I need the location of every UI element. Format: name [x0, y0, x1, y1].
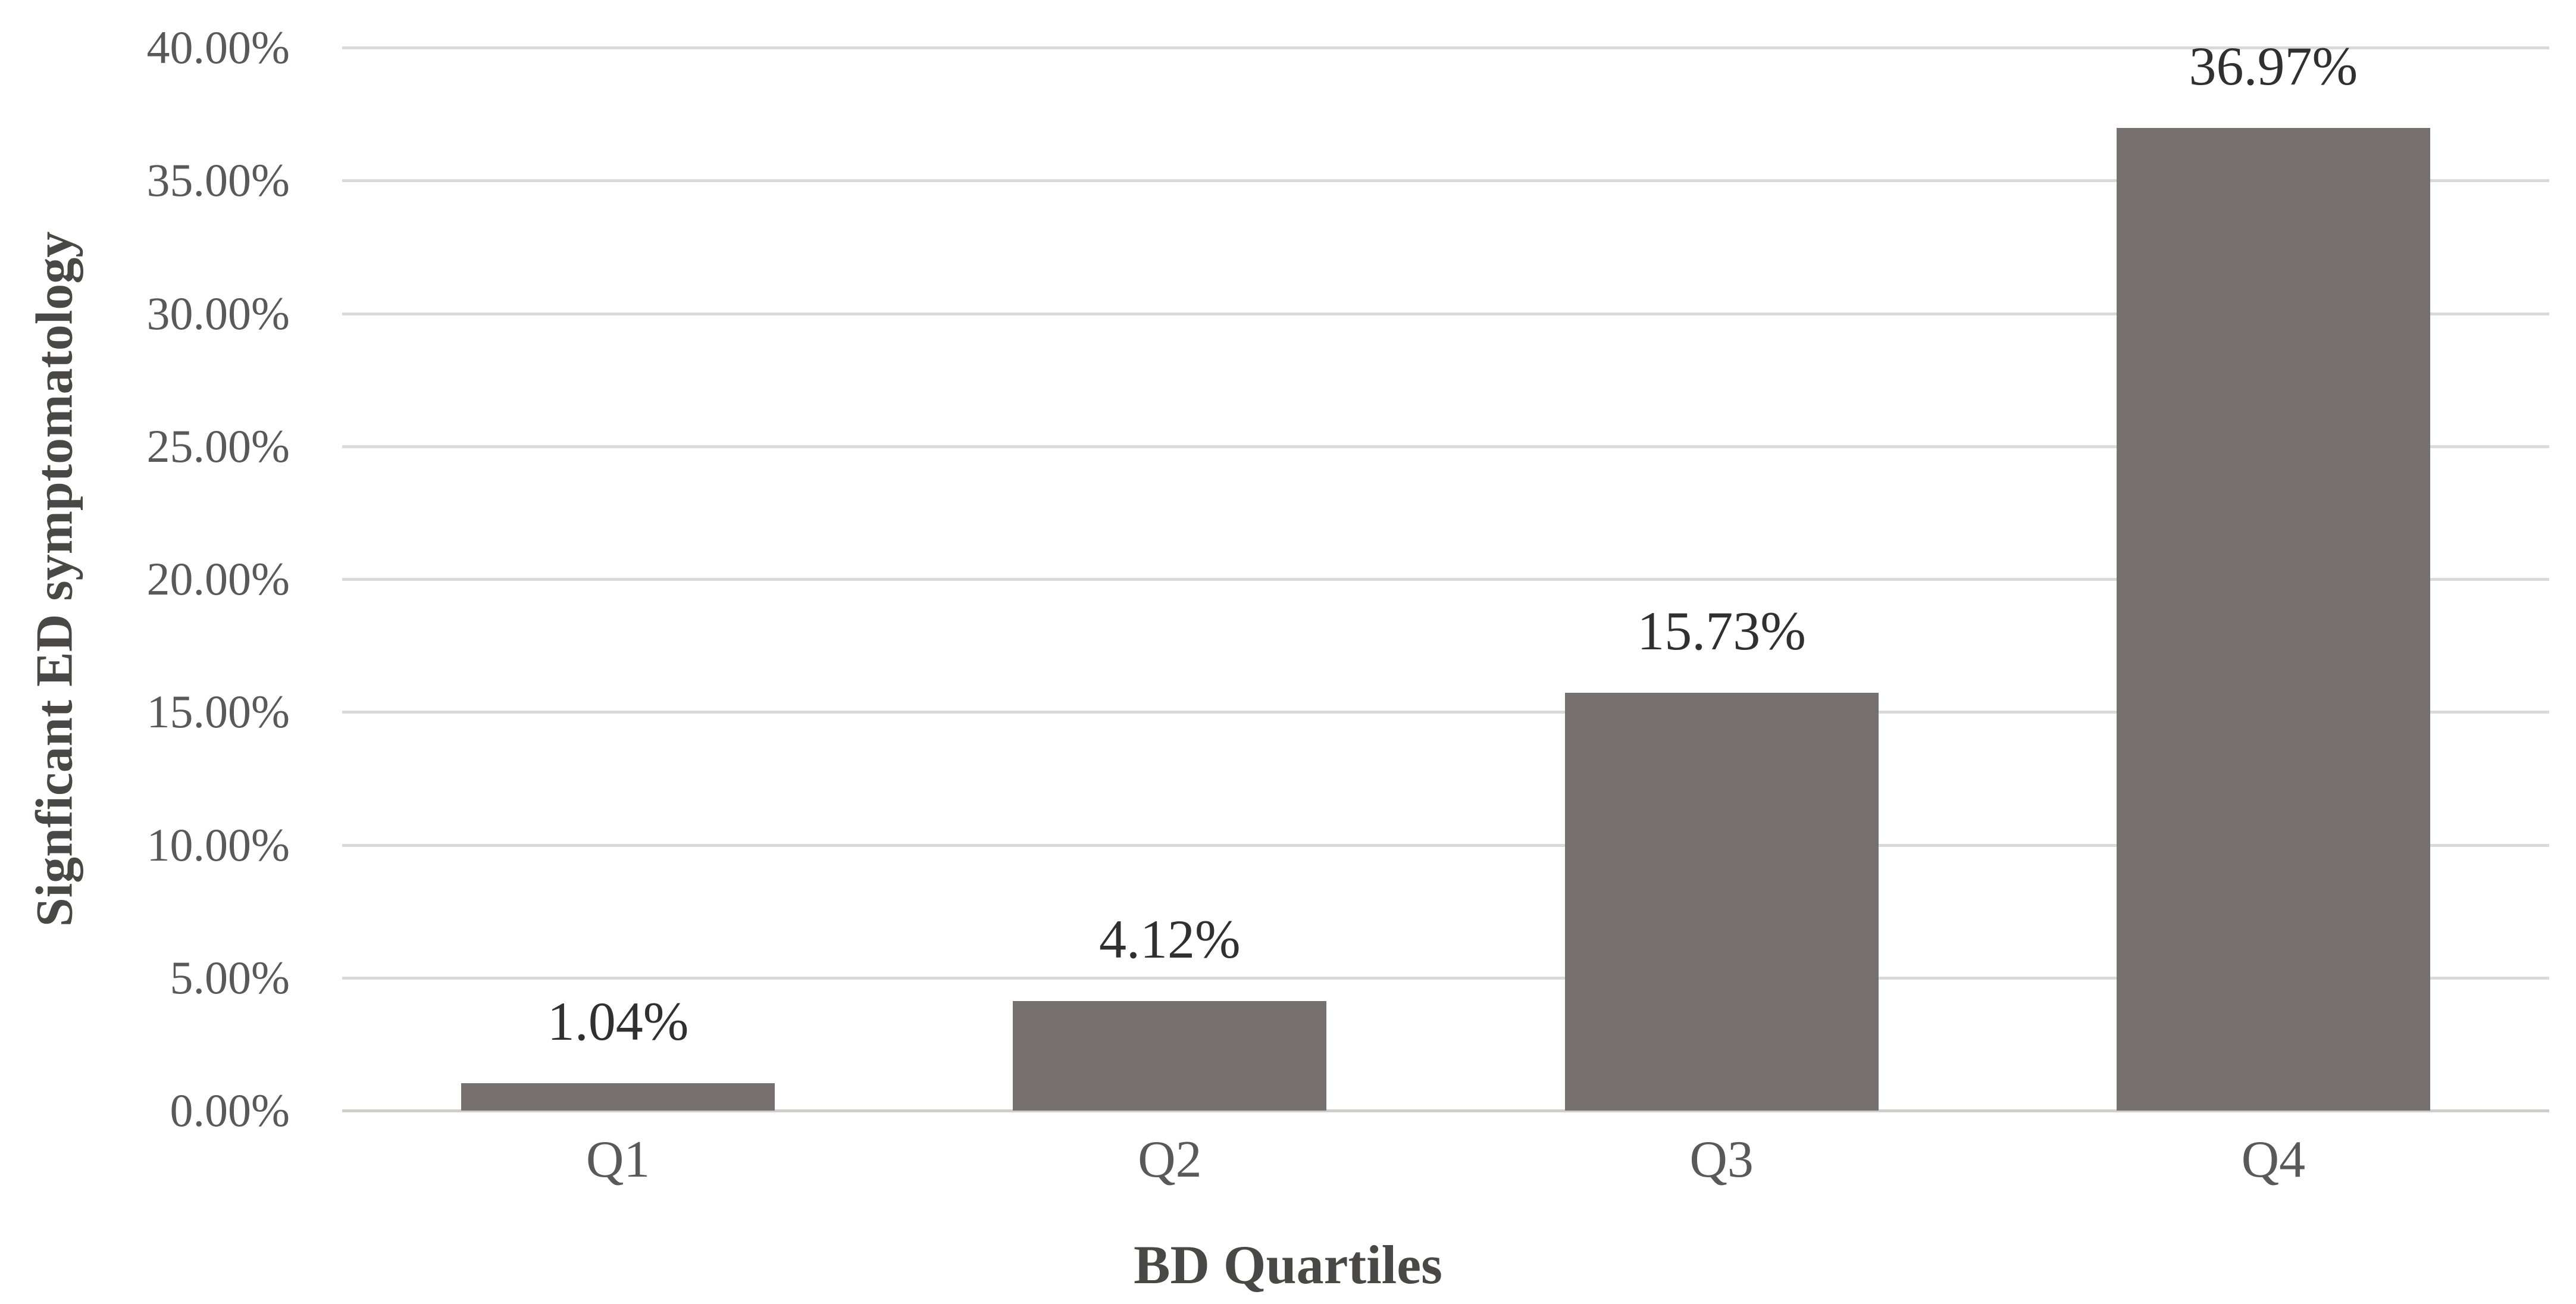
- y-tick-label-10: 10.00%: [146, 818, 290, 871]
- y-tick-label-25: 25.00%: [146, 420, 290, 472]
- bar-Q1: [461, 1083, 775, 1111]
- gridline-40: [342, 46, 2549, 49]
- y-tick-label-0: 0.00%: [170, 1084, 290, 1136]
- gridline-30: [342, 312, 2549, 315]
- y-tick-label-5: 5.00%: [170, 951, 290, 1003]
- x-tick-label-Q1: Q1: [586, 1131, 650, 1189]
- gridline-25: [342, 445, 2549, 448]
- x-tick-label-Q3: Q3: [1689, 1131, 1754, 1189]
- x-axis-title: BD Quartiles: [1134, 1234, 1442, 1295]
- value-label-Q2: 4.12%: [1099, 909, 1241, 970]
- bar-Q3: [1564, 692, 1879, 1111]
- gridline-10: [342, 843, 2549, 847]
- bar-Q4: [2116, 128, 2430, 1111]
- x-axis-line: [342, 1109, 2549, 1112]
- gridline-15: [342, 711, 2549, 714]
- bar-Q2: [1013, 1001, 1327, 1111]
- y-tick-label-30: 30.00%: [146, 287, 290, 339]
- gridline-5: [342, 976, 2549, 980]
- gridline-20: [342, 578, 2549, 581]
- y-tick-label-15: 15.00%: [146, 686, 290, 738]
- x-tick-label-Q2: Q2: [1138, 1131, 1202, 1189]
- y-tick-label-20: 20.00%: [146, 553, 290, 605]
- value-label-Q1: 1.04%: [547, 990, 689, 1052]
- value-label-Q4: 36.97%: [2189, 36, 2358, 97]
- gridline-35: [342, 179, 2549, 183]
- x-tick-label-Q4: Q4: [2241, 1131, 2306, 1189]
- y-tick-label-40: 40.00%: [146, 21, 290, 73]
- value-label-Q3: 15.73%: [1637, 600, 1806, 661]
- y-tick-label-35: 35.00%: [146, 154, 290, 207]
